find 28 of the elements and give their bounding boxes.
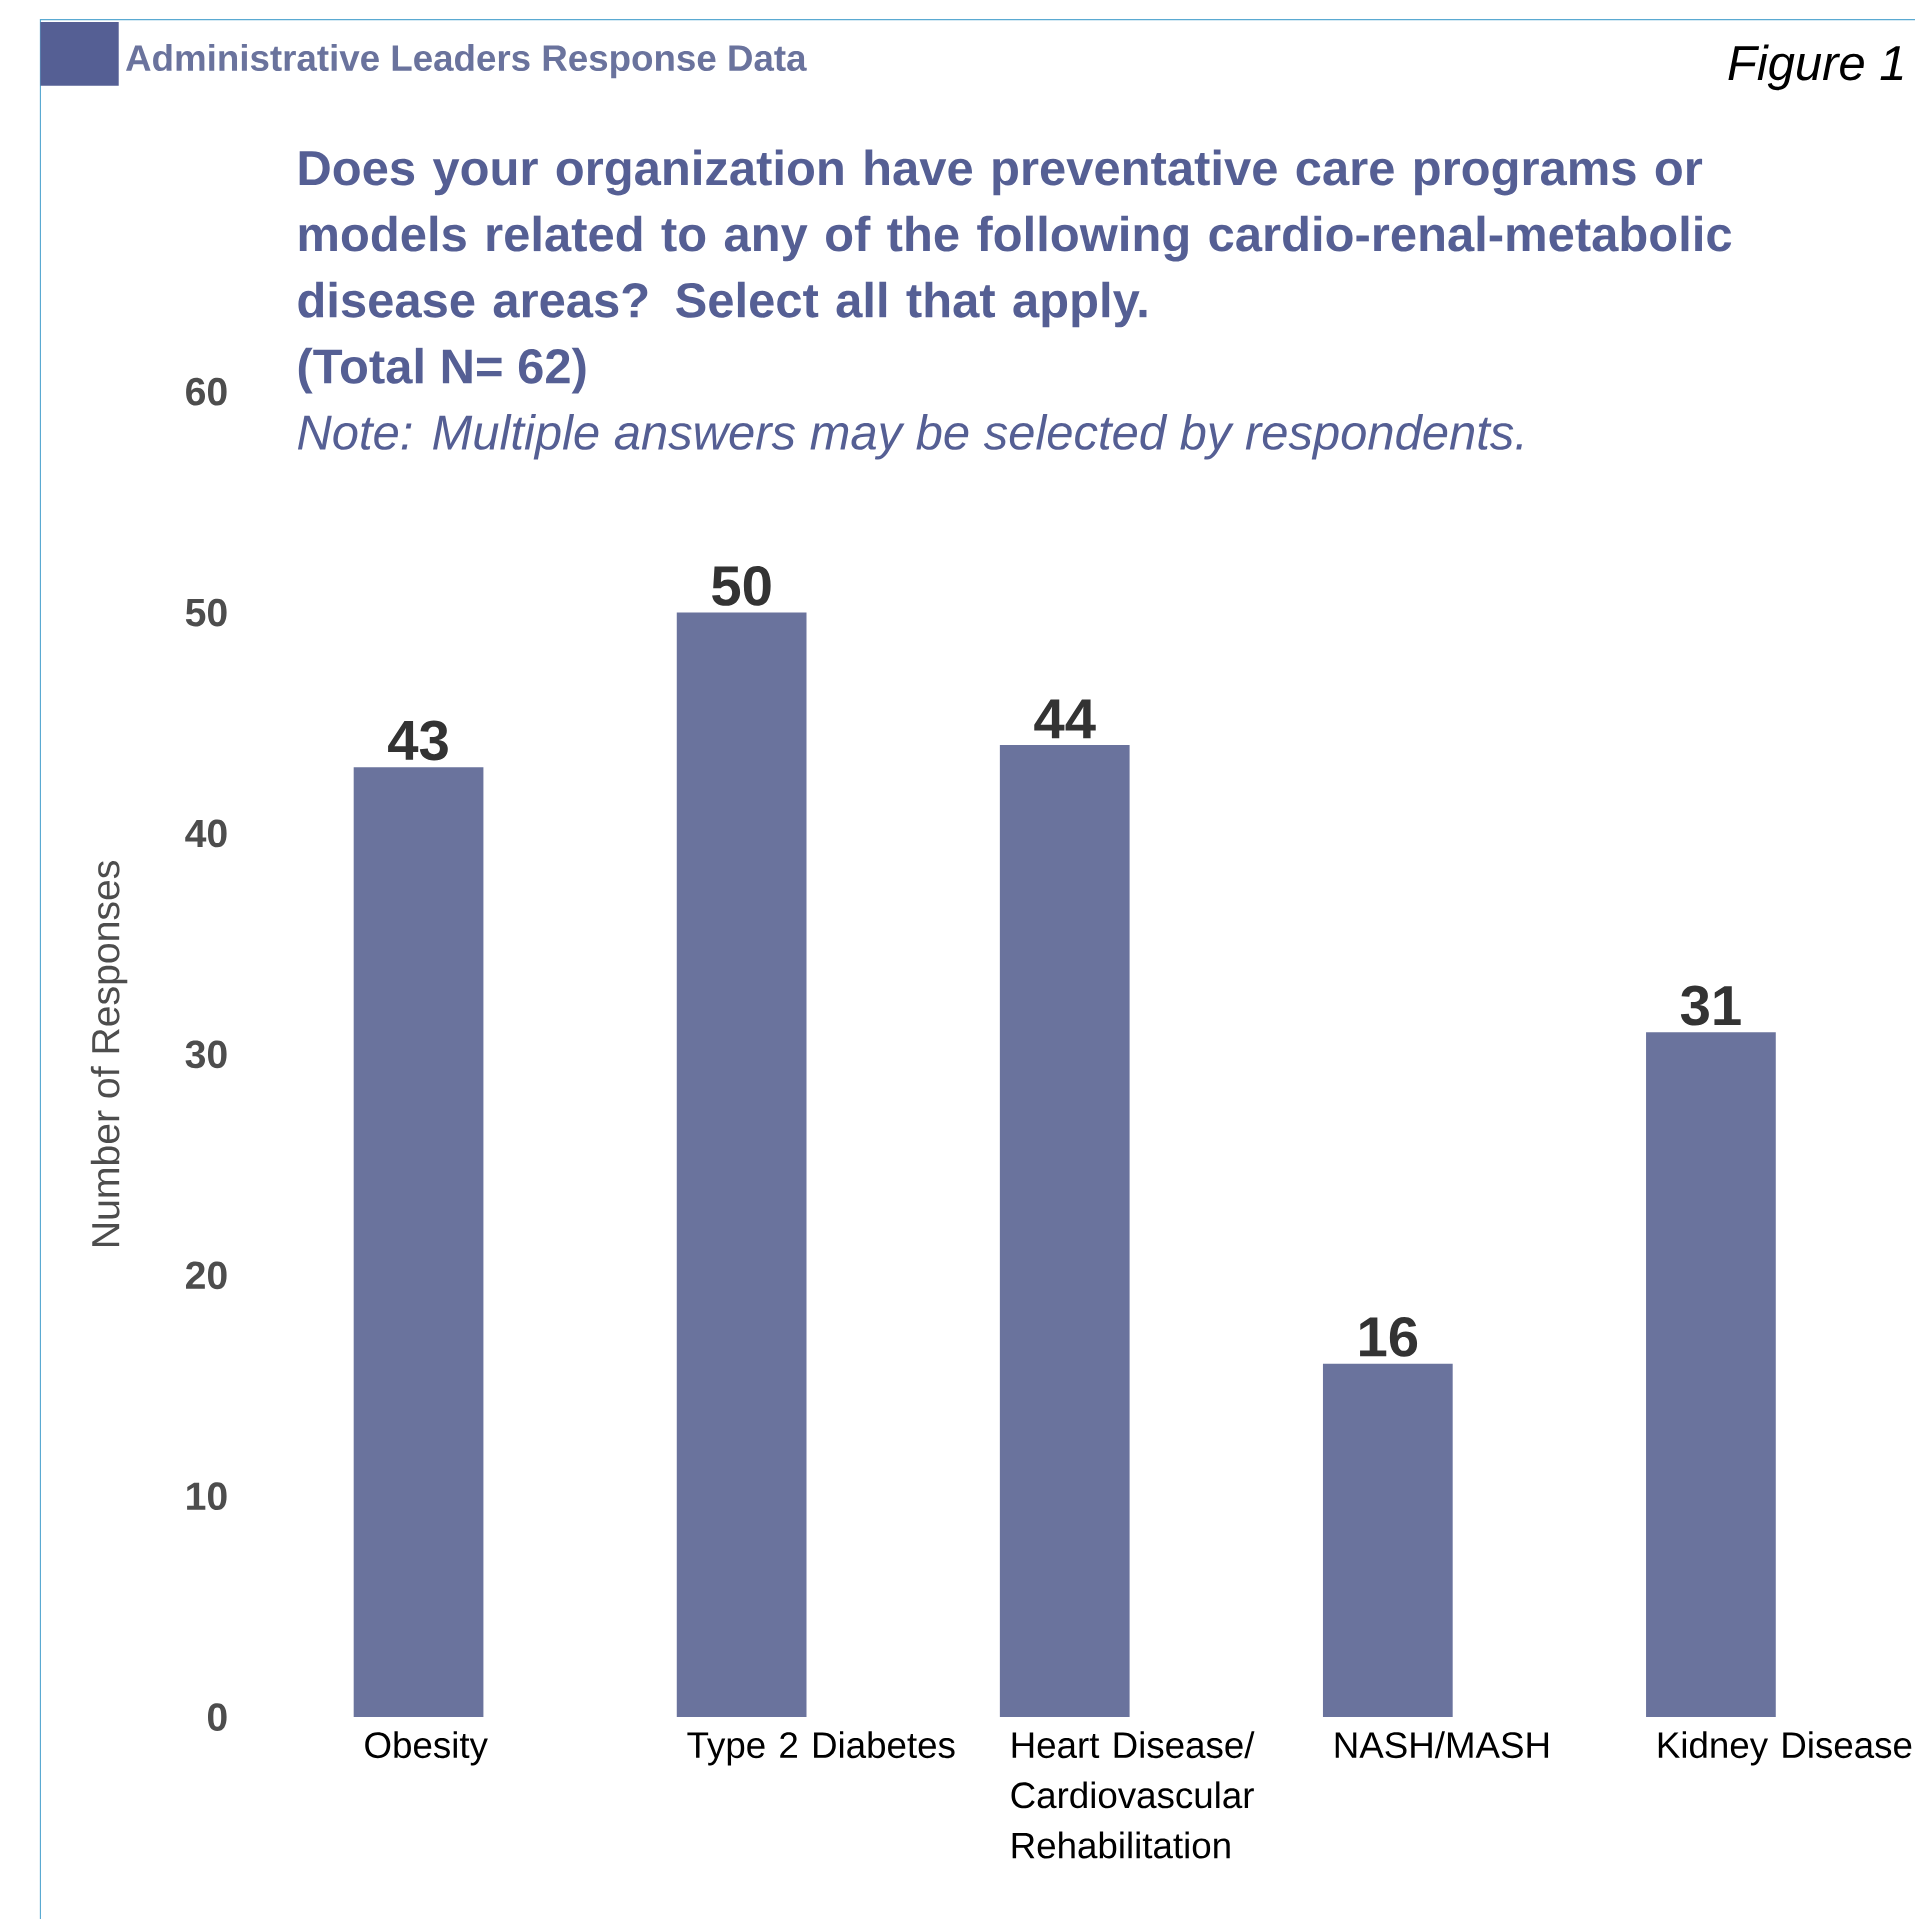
chart-subtitle: (Total N= 62) xyxy=(298,347,586,394)
y-axis-title: Number of Responses xyxy=(90,861,128,1246)
data-label: 44 xyxy=(1034,699,1096,739)
x-tick-label: Type 2 Diabetes xyxy=(687,1731,955,1766)
bar xyxy=(1645,1032,1776,1718)
bar xyxy=(676,612,807,1718)
annotation: Note: Multiple answers may be selected by respondents. xyxy=(297,413,1522,460)
data-label: 50 xyxy=(711,565,771,606)
caption: Figure 1 xyxy=(1728,44,1903,91)
chart-title: Does your organization have preventative care programs or models related to any of the following cardio-renal-metabolic disease areas? Select all that apply. xyxy=(298,149,1732,328)
y-tick-label: 50 xyxy=(185,598,227,627)
data-label: 43 xyxy=(387,720,448,761)
x-tick-label: Obesity xyxy=(365,1731,488,1766)
y-tick-label: 20 xyxy=(185,1261,227,1290)
bar xyxy=(1322,1363,1453,1718)
x-tick-label: Heart Disease/ Cardiovascular Rehabilitation xyxy=(1011,1731,1255,1859)
x-tick-label: Kidney Disease xyxy=(1658,1731,1912,1766)
y-tick-label: 10 xyxy=(186,1482,227,1511)
data-label: 16 xyxy=(1359,1317,1417,1357)
y-tick-label: 60 xyxy=(185,377,227,406)
y-tick-label: 30 xyxy=(185,1040,227,1069)
data-label: 31 xyxy=(1680,985,1741,1026)
bar xyxy=(353,767,484,1718)
x-tick-label: NASH/MASH xyxy=(1335,1731,1548,1759)
text: Administrative Leaders Response Data xyxy=(125,44,807,79)
y-tick-label: 0 xyxy=(207,1703,227,1731)
y-tick-label: 40 xyxy=(185,819,227,848)
bar xyxy=(999,745,1130,1718)
